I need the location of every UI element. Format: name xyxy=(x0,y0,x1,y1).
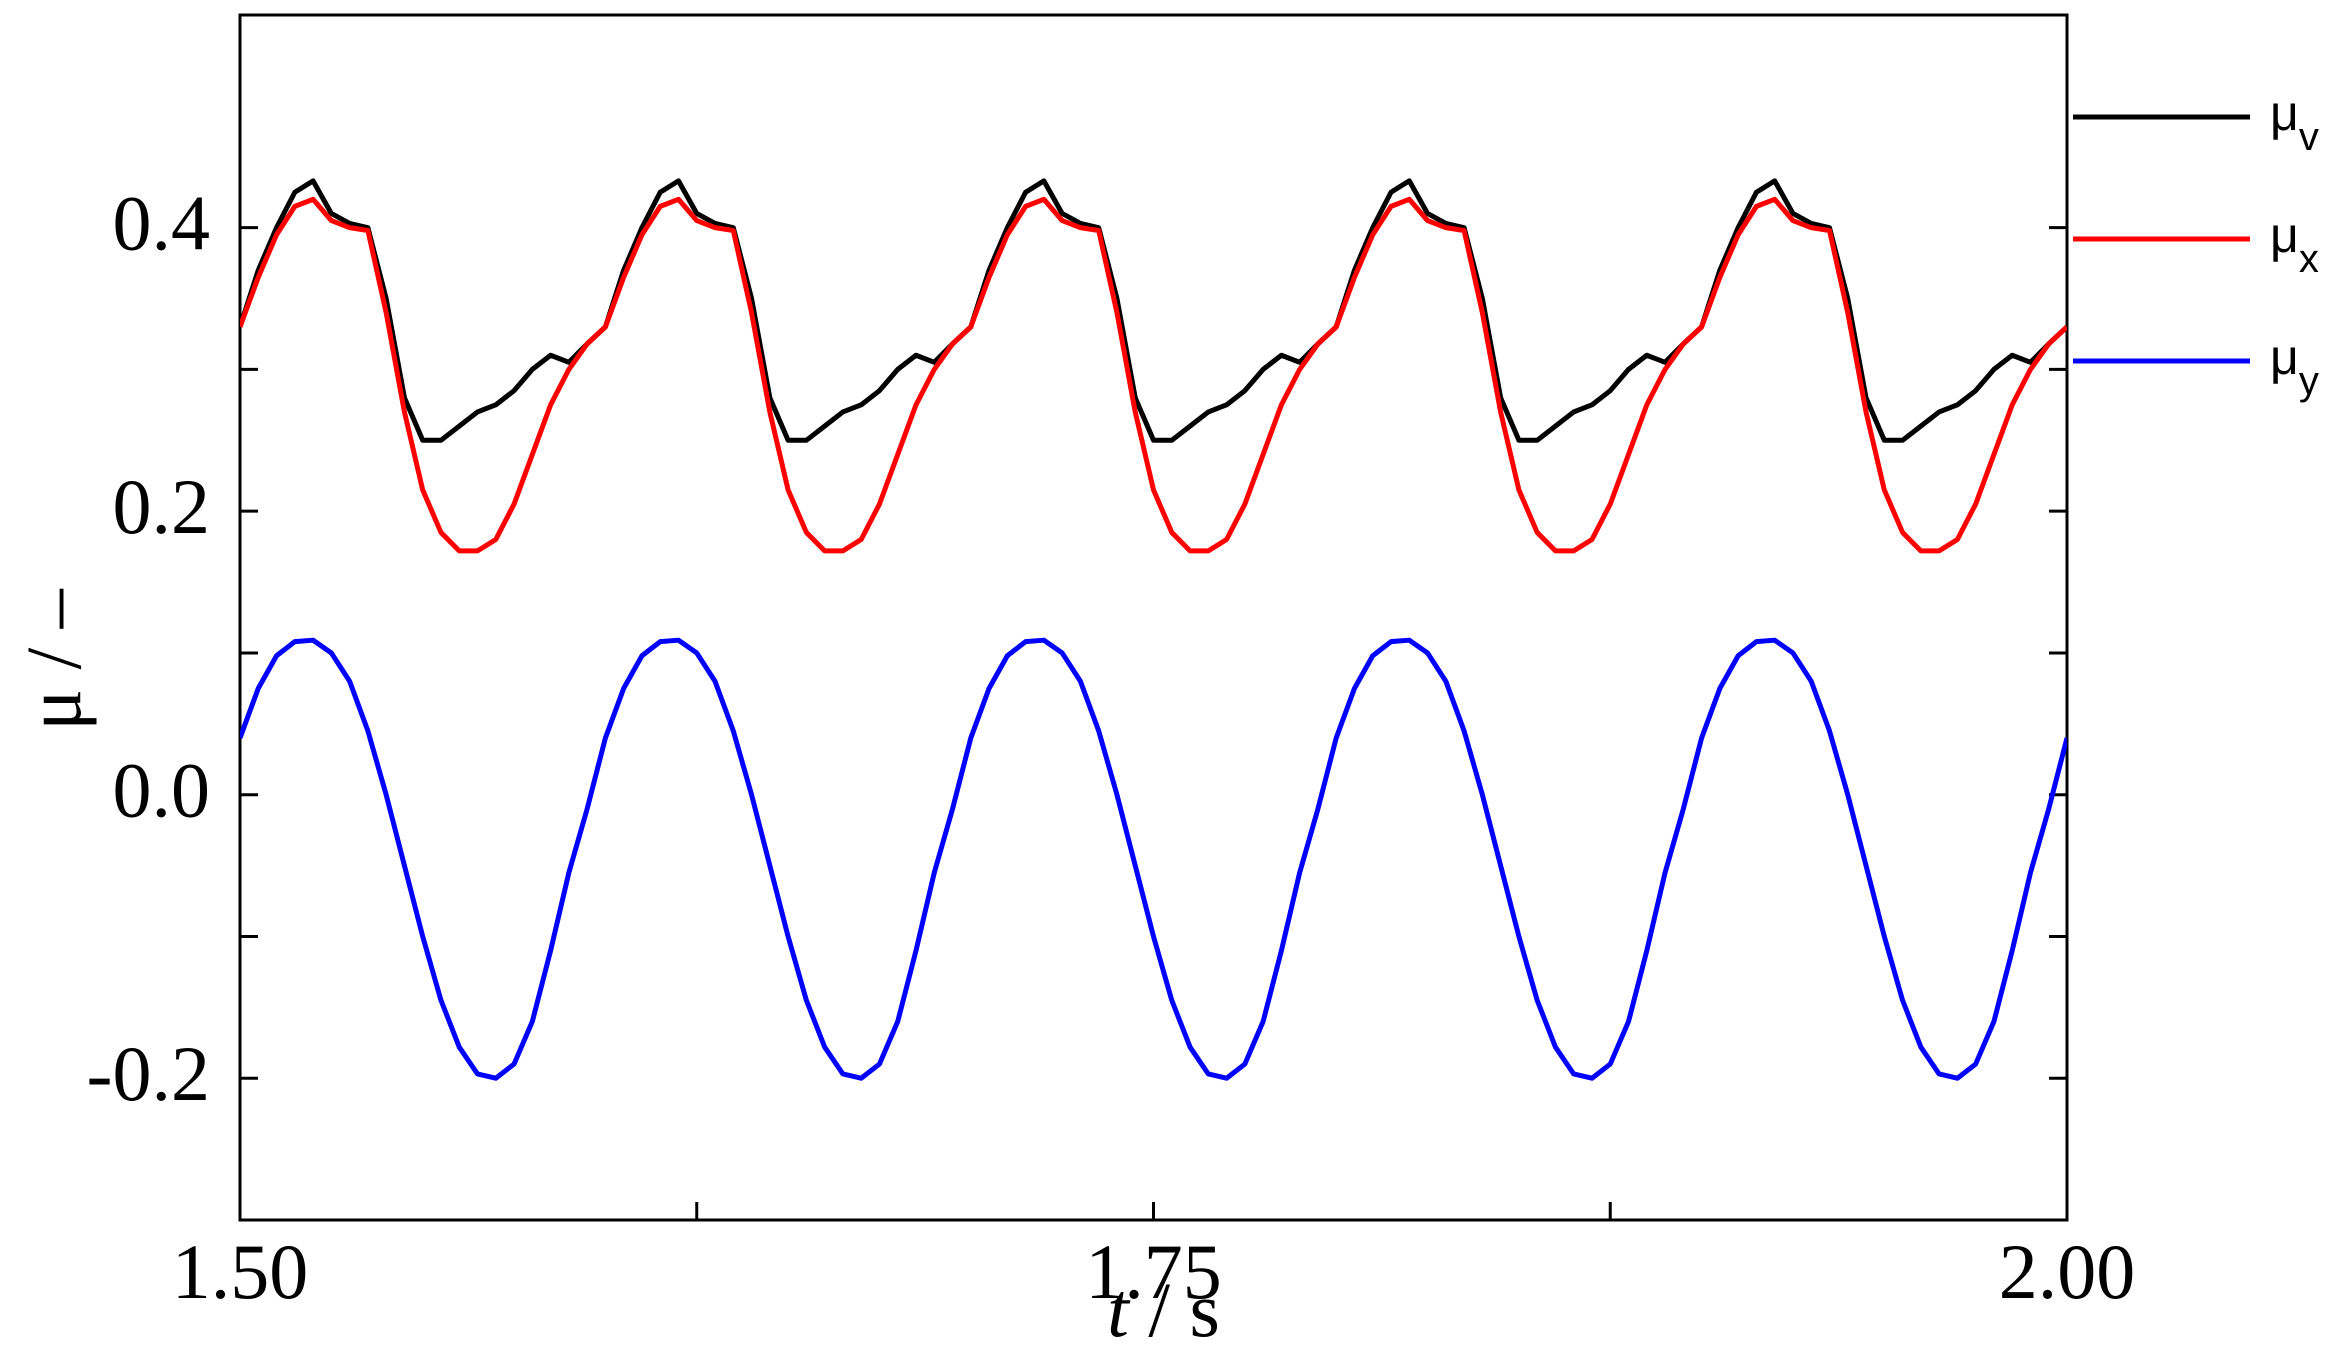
y-tick-label: 0.2 xyxy=(113,463,211,550)
x-axis-title: t / s xyxy=(1107,1266,1220,1353)
series-line xyxy=(240,637,2067,1081)
plot-frame xyxy=(238,13,2069,1222)
y-tick-label: 0.0 xyxy=(113,747,211,834)
legend-label: μv xyxy=(2270,85,2319,158)
y-tick-label: 0.4 xyxy=(113,180,211,267)
y-axis-title: μ / – xyxy=(10,588,97,730)
x-tick-label: 1.50 xyxy=(172,1228,309,1315)
y-tick-label: -0.2 xyxy=(87,1030,210,1117)
legend-label: μy xyxy=(2270,329,2319,402)
legend-label: μx xyxy=(2270,207,2319,280)
series-line xyxy=(240,178,2067,443)
x-tick-label: 1.75 xyxy=(1085,1228,1222,1315)
series-line xyxy=(240,196,2067,554)
x-tick-label: 2.00 xyxy=(1999,1228,2136,1315)
